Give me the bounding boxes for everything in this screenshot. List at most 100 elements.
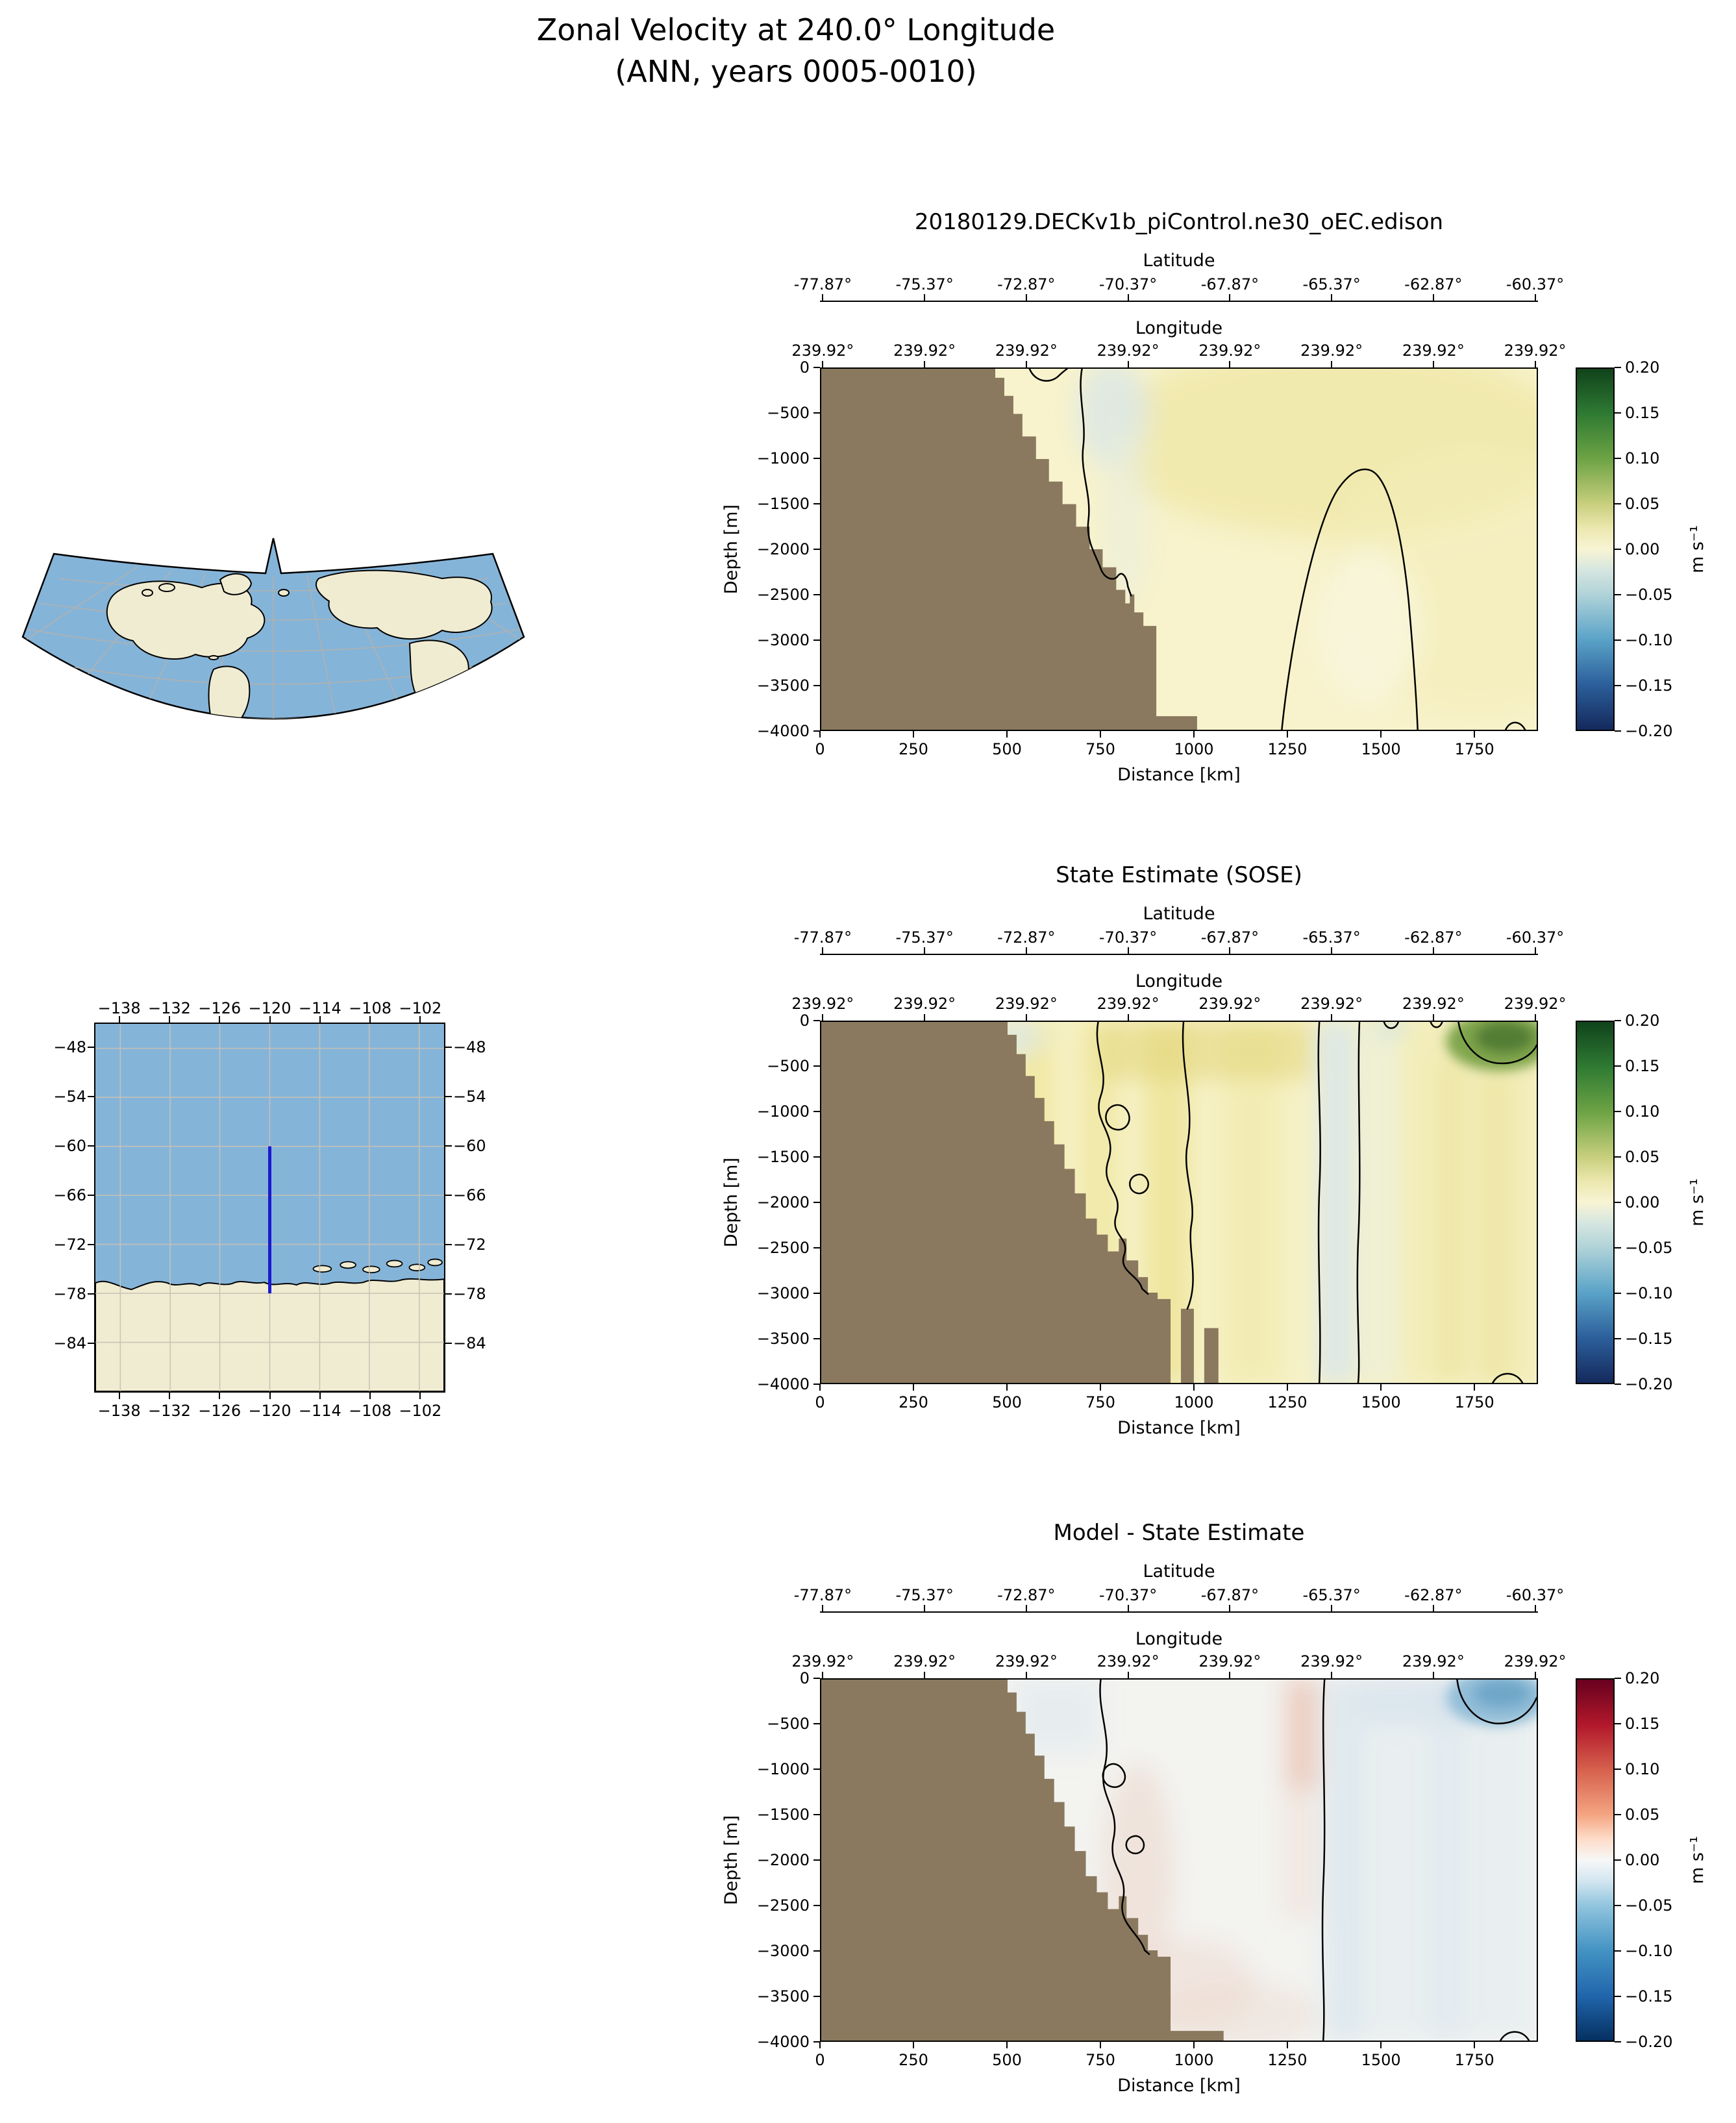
tick-mark [1025,361,1027,367]
longitude-ticks-label: 239.92° [1097,1652,1159,1670]
tick-mark [1193,731,1195,738]
distance-ticks-label: 1750 [1454,740,1494,758]
distance-ticks-label: 1500 [1361,1393,1401,1411]
tick-mark [419,1016,421,1023]
longitude-ticks-label: 239.92° [1504,341,1567,360]
tick-mark [822,947,824,954]
imap-y-ticks-right-label: −54 [453,1087,486,1106]
bathymetry-land [821,1022,1171,1383]
distance-tick-marks [819,731,1538,738]
latitude-tick-marks [820,294,1538,301]
tick-mark [1615,1814,1621,1815]
tick-mark [1287,2042,1288,2048]
tick-mark [813,458,820,459]
distance-axis-label: Distance [km] [1117,2076,1241,2096]
tick-mark [1229,1672,1231,1678]
longitude-ticks-label: 239.92° [791,341,854,360]
latitude-ticks-label: -67.87° [1200,928,1259,947]
tick-mark [219,1393,221,1399]
latitude-ticks-label: -60.37° [1506,1586,1565,1604]
colorbar-unit-label: m s⁻¹ [1687,1178,1707,1227]
depth-ticks-label: −3000 [756,631,810,649]
distance-ticks: 0 250 500 750 1000 1250 1500 1750 [815,1393,1538,1413]
latitude-ticks-label: -65.37° [1302,928,1361,947]
latitude-ticks-label: -62.87° [1404,275,1463,293]
tick-mark [1025,294,1027,301]
tick-mark [1615,412,1621,414]
depth-ticks-label: −4000 [756,1375,810,1393]
colorbar-ticks-label: −0.20 [1625,1375,1673,1393]
longitude-ticks-label: 239.92° [1097,995,1159,1013]
distance-axis-label: Distance [km] [1117,1418,1241,1438]
tick-mark [924,1605,926,1611]
longitude-ticks-label: 239.92° [893,995,956,1013]
colorbar-ticks-label: 0.00 [1625,540,1660,558]
tick-mark [1474,731,1476,738]
imap-x-ticks-bottom-label: −114 [298,1402,341,1420]
tick-mark [118,1016,120,1023]
distance-ticks-label: 0 [815,2051,825,2069]
tick-mark [168,1393,170,1399]
latitude-ticks: -77.87° -75.37° -72.87° -70.37° -67.87° -65.3… [794,1586,1565,1606]
colorbar-ticks-label: 0.20 [1625,1012,1660,1030]
depth-ticks-label: −4000 [756,722,810,740]
longitude-ticks-label: 239.92° [1198,995,1261,1013]
colorbar-ticks-label: 0.10 [1625,449,1660,467]
latitude-ticks-label: -67.87° [1200,275,1259,293]
depth-ticks-label: −3000 [756,1284,810,1302]
panel-difference: Model - State Estimate Latitude -77.87° -… [714,1506,1727,2109]
colorbar-ticks-label: −0.15 [1625,677,1673,695]
longitude-ticks: 239.92° 239.92° 239.92° 239.92° 239.92° 239.9… [791,995,1566,1014]
strong-eastward-patch [1446,1022,1537,1071]
depth-axis-label: Depth [m] [721,504,741,595]
tick-mark [88,1293,94,1295]
imap-x-ticks-top-label: −132 [147,999,191,1017]
tick-mark [1380,731,1382,738]
tick-mark [1615,1723,1621,1724]
tick-mark [1615,730,1621,732]
longitude-ticks-label: 239.92° [791,1652,854,1670]
imap-y-ticks-left-label: −60 [53,1136,86,1155]
tick-mark [1615,1384,1621,1385]
distance-axis-label: Distance [km] [1117,765,1241,785]
tick-mark [819,2042,821,2048]
longitude-ticks-label: 239.92° [1402,995,1465,1013]
tick-mark [1331,1605,1333,1611]
longitude-tick-marks [820,1672,1538,1678]
tick-mark [813,503,820,504]
distance-ticks-label: 1750 [1454,2051,1494,2069]
depth-ticks-label: −500 [767,1057,810,1075]
colorbar-tick-marks [1615,1020,1621,1385]
tick-mark [1331,947,1333,954]
imap-x-ticks-top-label: −102 [399,999,442,1017]
depth-ticks-label: −3500 [756,677,810,695]
distance-ticks-label: 0 [815,1393,825,1411]
negative-anomaly-patch [1446,1680,1537,1726]
tick-mark [913,1384,914,1391]
bathymetry-ridge [1204,1328,1219,1383]
imap-y-marks-left [88,1023,94,1393]
panel-sose: State Estimate (SOSE) Latitude -77.87° -7… [714,848,1727,1452]
latitude-ticks-label: -65.37° [1302,1586,1361,1604]
tick-mark [1615,1156,1621,1158]
depth-ticks-label: −1500 [756,495,810,513]
depth-ticks-label: −2000 [756,1851,810,1869]
tick-mark [819,731,821,738]
transect-location-map: −138 −132 −126 −120 −114 −108 −102 −48 −54 −60 −6… [39,971,506,1438]
colorbar-sose [1576,1021,1615,1384]
imap-x-ticks-bottom: −138 −132 −126 −120 −114 −108 −102 [94,1402,445,1421]
latitude-ticks-label: -60.37° [1506,275,1565,293]
model-section-svg [821,369,1537,730]
tick-mark [319,1016,321,1023]
tick-mark [168,1016,170,1023]
imap-x-marks-top [94,1016,445,1023]
tick-mark [1127,1014,1129,1021]
distance-ticks: 0 250 500 750 1000 1250 1500 1750 [815,2051,1538,2070]
tick-mark [1331,361,1333,367]
colorbar-ticks-label: 0.05 [1625,1806,1660,1824]
latitude-axis-line [820,301,1538,302]
latitude-axis-line [820,1611,1538,1613]
longitude-ticks-label: 239.92° [1198,341,1261,360]
latitude-ticks-label: -60.37° [1506,928,1565,947]
depth-axis-label: Depth [m] [721,1815,741,1906]
